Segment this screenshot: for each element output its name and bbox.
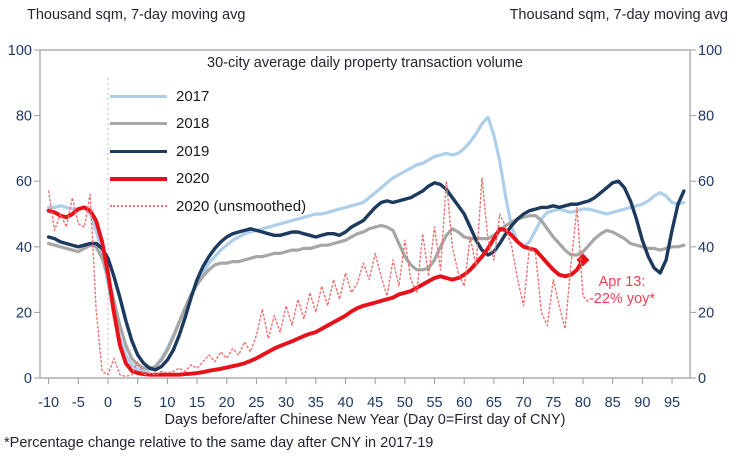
footnote: *Percentage change relative to the same …	[4, 435, 434, 451]
x-tick-label: 70	[516, 395, 532, 411]
y-tick-label-left: 100	[8, 43, 32, 59]
y-tick-label-right: 0	[698, 371, 706, 387]
series-line-2020-unsmoothed-	[47, 177, 590, 378]
y-tick-label-left: 60	[16, 174, 32, 190]
legend-line-sample-2020-icon	[110, 176, 167, 181]
series-line-2020	[46, 205, 585, 377]
x-axis-label: Days before/after Chinese New Year (Day …	[164, 412, 566, 428]
chart-legend: 2017 2018 2019 2020 2020 (unsmoothed)	[110, 86, 306, 224]
x-tick-label: 80	[575, 395, 591, 411]
legend-item-2020: 2020	[110, 169, 306, 189]
y-tick-label-right: 60	[698, 174, 714, 190]
legend-label-2017: 2017	[176, 87, 210, 105]
annotation-apr13: Apr 13: -22% yoy*	[570, 274, 674, 308]
y-tick-label-right: 80	[698, 109, 714, 125]
annotation-line2: -22% yoy*	[588, 291, 656, 307]
x-tick-label: 0	[104, 395, 112, 411]
y-tick-label-right: 100	[698, 43, 722, 59]
x-tick-label: 75	[545, 395, 561, 411]
series-line-2019	[46, 179, 686, 372]
legend-label-2020: 2020	[176, 170, 210, 187]
chart-title: 30-city average daily property transacti…	[207, 55, 523, 71]
legend-line-sample-2018-icon	[110, 122, 167, 125]
x-tick-label: 35	[308, 395, 324, 411]
x-tick-label: 30	[278, 395, 294, 411]
y-tick-label-left: 0	[24, 371, 32, 387]
x-tick-label: 40	[337, 395, 353, 411]
x-tick-label: 10	[159, 395, 175, 411]
y-tick-label-right: 20	[698, 305, 714, 321]
series-line-2018	[46, 214, 686, 370]
series-end-diamond-marker	[576, 253, 590, 267]
legend-label-2019: 2019	[176, 142, 210, 160]
x-tick-label: 60	[456, 395, 472, 411]
legend-item-2019: 2019	[110, 141, 306, 161]
legend-item-2020-unsmoothed: 2020 (unsmoothed)	[110, 196, 306, 216]
x-tick-label: 50	[397, 395, 413, 411]
legend-line-sample-2019-icon	[110, 149, 167, 153]
x-tick-label: -10	[38, 395, 59, 411]
x-tick-label: 5	[134, 395, 142, 411]
x-tick-label: 90	[634, 395, 650, 411]
x-tick-label: 15	[189, 395, 205, 411]
legend-item-2018: 2018	[110, 114, 306, 134]
y-tick-label-right: 40	[698, 240, 714, 256]
legend-line-sample-2017-icon	[110, 94, 167, 98]
x-tick-label: 25	[248, 395, 264, 411]
x-tick-label: 55	[426, 395, 442, 411]
x-tick-label: 85	[605, 395, 621, 411]
legend-label-2020-unsmoothed: 2020 (unsmoothed)	[176, 197, 307, 215]
y-tick-label-left: 80	[16, 109, 32, 125]
right-axis-unit-label: Thousand sqm, 7-day moving avg	[509, 7, 728, 23]
x-tick-label: 45	[367, 395, 383, 411]
legend-line-sample-2020-unsmoothed-icon	[110, 205, 167, 207]
x-tick-label: 20	[219, 395, 235, 411]
x-tick-label: -5	[72, 395, 85, 411]
x-tick-label: 65	[486, 395, 502, 411]
x-tick-label: 95	[664, 395, 680, 411]
y-tick-label-left: 20	[16, 305, 32, 321]
y-tick-label-left: 40	[16, 240, 32, 256]
left-axis-unit-label: Thousand sqm, 7-day moving avg	[27, 7, 246, 23]
annotation-line1: Apr 13:	[598, 274, 646, 290]
legend-label-2018: 2018	[176, 115, 210, 132]
legend-item-2017: 2017	[110, 86, 306, 106]
